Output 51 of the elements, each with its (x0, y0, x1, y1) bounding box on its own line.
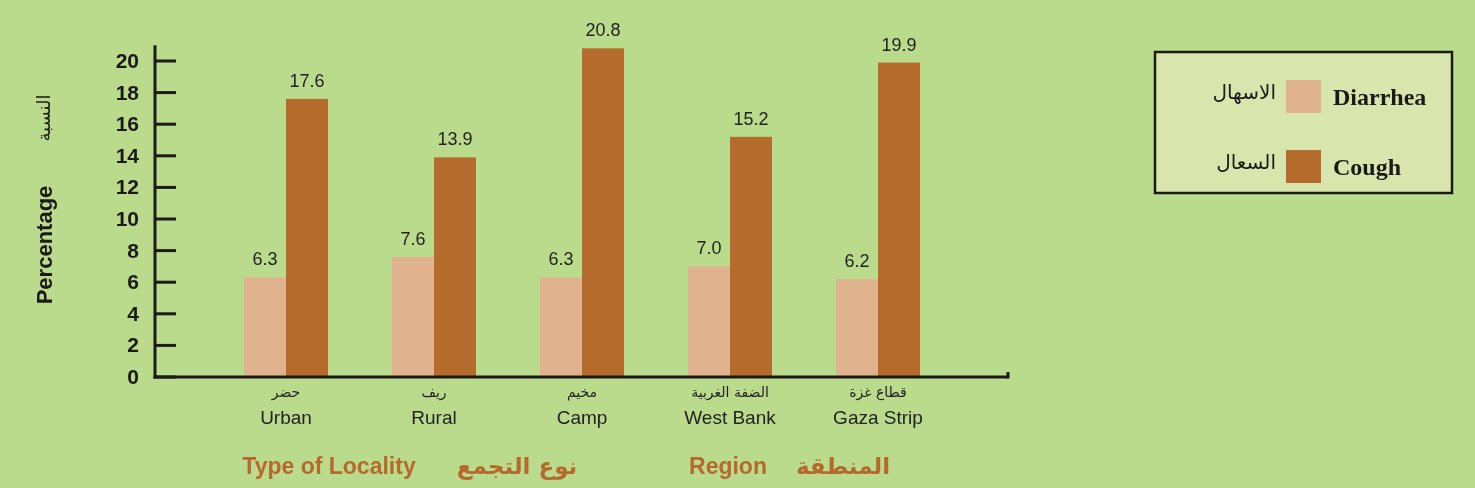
text: الاسهال (1212, 80, 1276, 104)
text: ريف (421, 384, 447, 401)
legend-label: Diarrhea (1333, 84, 1427, 110)
text: قطاع غزة (849, 384, 907, 401)
text: السعال (1216, 150, 1276, 174)
y-tick-label: 6 (127, 270, 139, 294)
bar (286, 98, 328, 377)
x-tick-label: Camp (556, 407, 608, 428)
data-label: 19.9 (881, 34, 917, 55)
data-label: 7.6 (400, 228, 426, 249)
y-tick-label: 14 (115, 143, 140, 167)
y-tick-label: 0 (127, 365, 139, 388)
bar (244, 277, 286, 377)
y-tick-label: 18 (115, 80, 140, 104)
text: Region (689, 453, 767, 479)
bar (878, 62, 920, 377)
data-label: 6.3 (252, 249, 278, 270)
data-label: 20.8 (585, 20, 621, 41)
data-label: 6.2 (844, 251, 870, 272)
text: حضر (270, 384, 301, 401)
data-label: 6.3 (548, 249, 574, 270)
x-tick-label: Gaza Strip (833, 407, 923, 428)
y-tick-label: 12 (115, 175, 139, 199)
data-label: 17.6 (289, 70, 325, 91)
bar (836, 279, 878, 377)
bar (540, 277, 582, 377)
text: نوع التجمع (456, 453, 578, 480)
bar (582, 48, 624, 377)
y-tick-label: 16 (115, 112, 139, 136)
text: المنطقة (795, 453, 891, 479)
bar (688, 266, 730, 377)
x-tick-label: West Bank (684, 407, 777, 428)
text: Type of Locality (242, 453, 416, 479)
bar (434, 157, 476, 377)
y-tick-label: 20 (115, 49, 139, 72)
text: مخيم (566, 384, 598, 401)
y-tick-label: 8 (127, 238, 140, 262)
y-axis-title: Percentage (32, 185, 57, 305)
bar (730, 136, 772, 377)
y-tick-label: 10 (115, 207, 139, 230)
data-label: 7.0 (696, 238, 722, 259)
data-label: 15.2 (733, 108, 769, 129)
y-tick-label: 4 (127, 301, 140, 325)
data-label: 13.9 (437, 129, 473, 150)
text: الضفة الغربية (691, 384, 769, 401)
text: النسبة (33, 94, 54, 142)
x-tick-label: Rural (411, 407, 457, 428)
y-tick-label: 2 (127, 333, 139, 357)
legend-label: Cough (1333, 154, 1402, 180)
bar (392, 256, 434, 377)
x-tick-label: Urban (260, 407, 312, 428)
